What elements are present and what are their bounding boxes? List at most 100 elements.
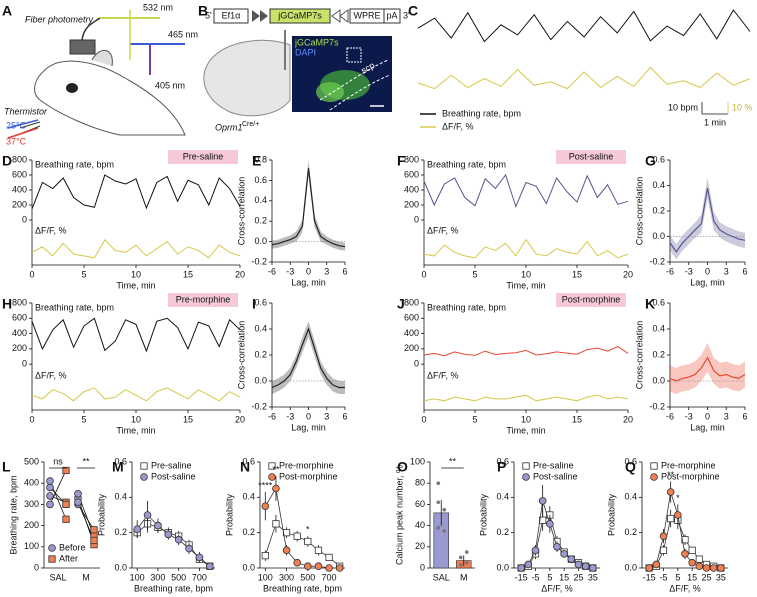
scale-label: 10 % (732, 102, 753, 112)
x-tick-label: 0 (29, 414, 34, 424)
label: 37°C (6, 136, 27, 146)
marker (531, 546, 540, 555)
mouse-eye (66, 83, 78, 93)
legend-label: ΔF/F, % (442, 121, 474, 131)
x-tick-label: -15 (643, 572, 656, 582)
x-tick-label: 3 (724, 266, 729, 276)
curve (669, 356, 746, 382)
marker (695, 562, 704, 571)
y-tick-label: 500 (24, 456, 39, 466)
x-tick-label: M (82, 572, 90, 582)
condition-tag (168, 150, 238, 164)
y-tick-label: 0.4 (114, 492, 127, 502)
series-label: ΔF/F, % (427, 370, 459, 380)
marker (90, 536, 98, 545)
series-label: ΔF/F, % (35, 225, 67, 235)
x-tick-label: 0 (306, 411, 311, 421)
expression (316, 82, 344, 102)
x-tick-label: 15 (183, 269, 193, 279)
marker (154, 521, 162, 530)
marker (688, 558, 696, 567)
y-tick-label: 0.2 (254, 216, 267, 226)
y-tick-label: 0.2 (624, 527, 637, 537)
y-tick-label: 400 (12, 184, 27, 194)
panel-letter: Q (625, 459, 636, 475)
data-point (464, 550, 469, 554)
y-tick-label: 600 (404, 313, 419, 323)
legend-label: Post-saline (533, 471, 578, 481)
x-axis-label: Time, min (506, 425, 545, 435)
x-tick-label: -6 (268, 266, 276, 276)
marker (62, 500, 70, 509)
x-tick-label: 0 (306, 266, 311, 276)
trace (417, 66, 751, 90)
panel-letter: D (2, 153, 12, 169)
diagrams: Fiber photometry 532 nm 465 nm 405 nm Th… (4, 2, 410, 146)
x-axis-label: Lag, min (291, 422, 326, 432)
y-tick-label: 0.4 (496, 492, 509, 502)
y-axis-label: Cross-correlation (634, 177, 644, 246)
x-tick-label: 0 (421, 269, 426, 279)
curve (669, 187, 746, 253)
x-tick-label: 10 (521, 414, 531, 424)
data-point (464, 560, 469, 565)
panel-letter: H (2, 296, 12, 312)
y-tick-label: 200 (404, 343, 419, 353)
marker (304, 562, 312, 571)
trace (417, 9, 751, 43)
marker (48, 544, 56, 552)
marker (268, 462, 276, 470)
x-tick-label: 10 (131, 269, 141, 279)
legend-label: Breathing rate, bpm (442, 108, 521, 118)
y-axis-label: Probability (224, 493, 234, 536)
x-tick-label: 10 (521, 269, 531, 279)
marker (62, 466, 70, 475)
series-label: ΔF/F, % (35, 370, 67, 380)
marker (709, 564, 718, 572)
y-tick-label: 100 (410, 456, 425, 466)
series-label: Breathing rate, bpm (427, 302, 506, 312)
scale-label: 10 bpm (668, 102, 698, 112)
marker (133, 525, 141, 533)
marker (261, 552, 269, 560)
panel-letter: N (240, 459, 250, 475)
y-tick-label: 800 (404, 154, 419, 164)
data-point (458, 563, 463, 567)
x-tick-label: 25 (701, 572, 711, 582)
significance: ** (667, 470, 675, 480)
marker (46, 492, 54, 500)
condition-label: Post-morphine (562, 294, 621, 304)
marker (574, 560, 583, 569)
marker (195, 553, 204, 562)
marker (272, 520, 280, 528)
marker (304, 537, 312, 546)
y-axis-label: Breathing rate, bpm (8, 475, 18, 554)
marker (546, 520, 554, 528)
panel-letter: K (645, 296, 655, 312)
marker (560, 550, 568, 558)
mouse-ear (91, 50, 113, 67)
label: 5' (205, 10, 212, 20)
condition-tag (556, 150, 626, 164)
marker (567, 555, 576, 563)
marker (74, 498, 82, 507)
marker (702, 564, 711, 572)
x-tick-label: 15 (687, 572, 697, 582)
y-tick-label: 0.6 (624, 456, 637, 466)
x-tick-label: 5 (81, 414, 86, 424)
label: 405 nm (155, 80, 185, 90)
marker (140, 462, 148, 470)
marker (674, 511, 682, 519)
x-tick-label: -6 (666, 266, 674, 276)
x-tick-label: -5 (531, 572, 539, 582)
marker (185, 544, 193, 553)
y-tick-label: 0.0 (496, 562, 509, 572)
marker (261, 502, 270, 510)
x-tick-label: 6 (342, 411, 347, 421)
x-tick-label: 6 (342, 266, 347, 276)
y-tick-label: -0.2 (649, 401, 665, 411)
error-band (272, 321, 345, 394)
label: Cre/+ (242, 121, 259, 128)
mouse-head (34, 60, 186, 136)
